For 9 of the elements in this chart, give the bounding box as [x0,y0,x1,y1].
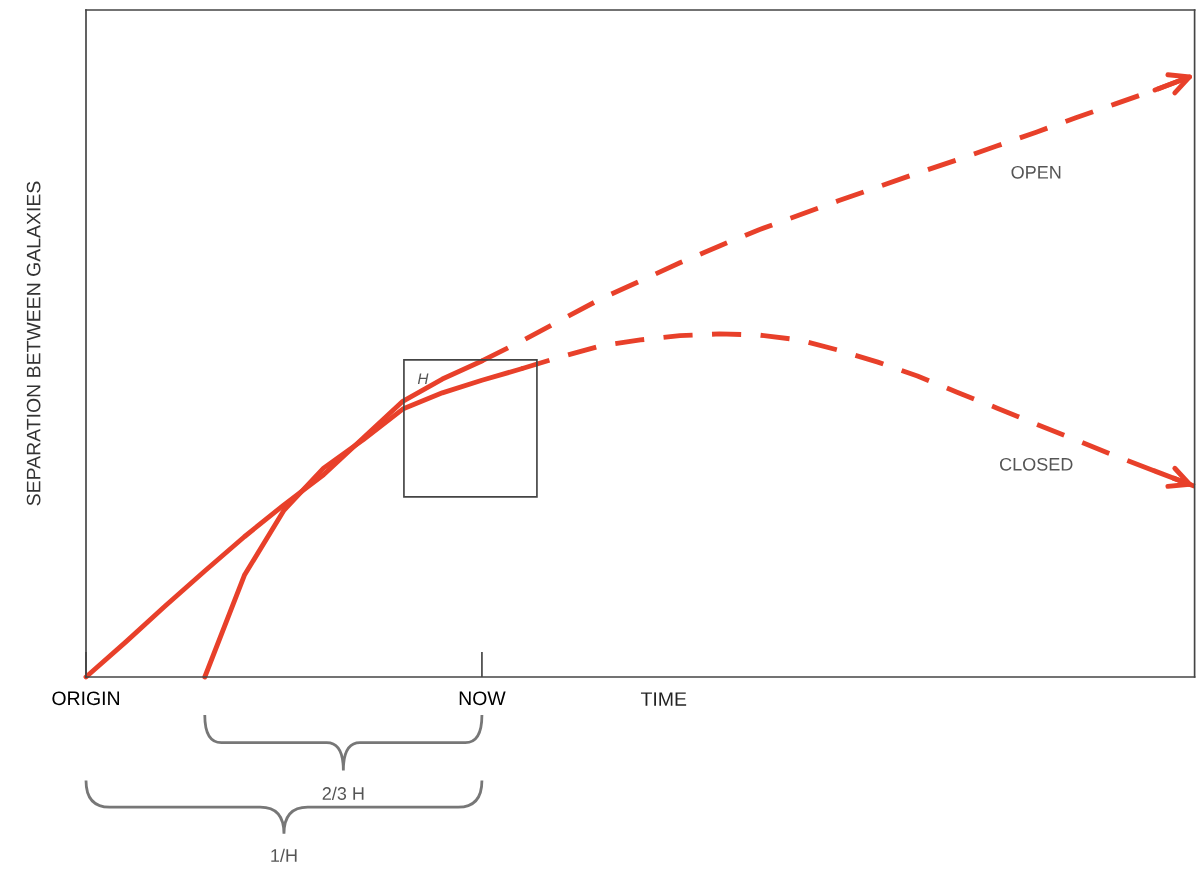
text: 1/H [271,848,297,862]
series-label: CLOSED [1000,457,1073,471]
x-tick-label: ORIGIN [52,691,119,706]
y-axis-title: SEPARATION BETWEEN GALAXIES [26,181,41,506]
text: 2/3 H [322,786,364,800]
series-label: OPEN [1011,165,1061,179]
annotation: H [417,373,429,384]
x-tick-label: NOW [459,691,506,706]
x-axis-title: TIME [640,692,687,706]
